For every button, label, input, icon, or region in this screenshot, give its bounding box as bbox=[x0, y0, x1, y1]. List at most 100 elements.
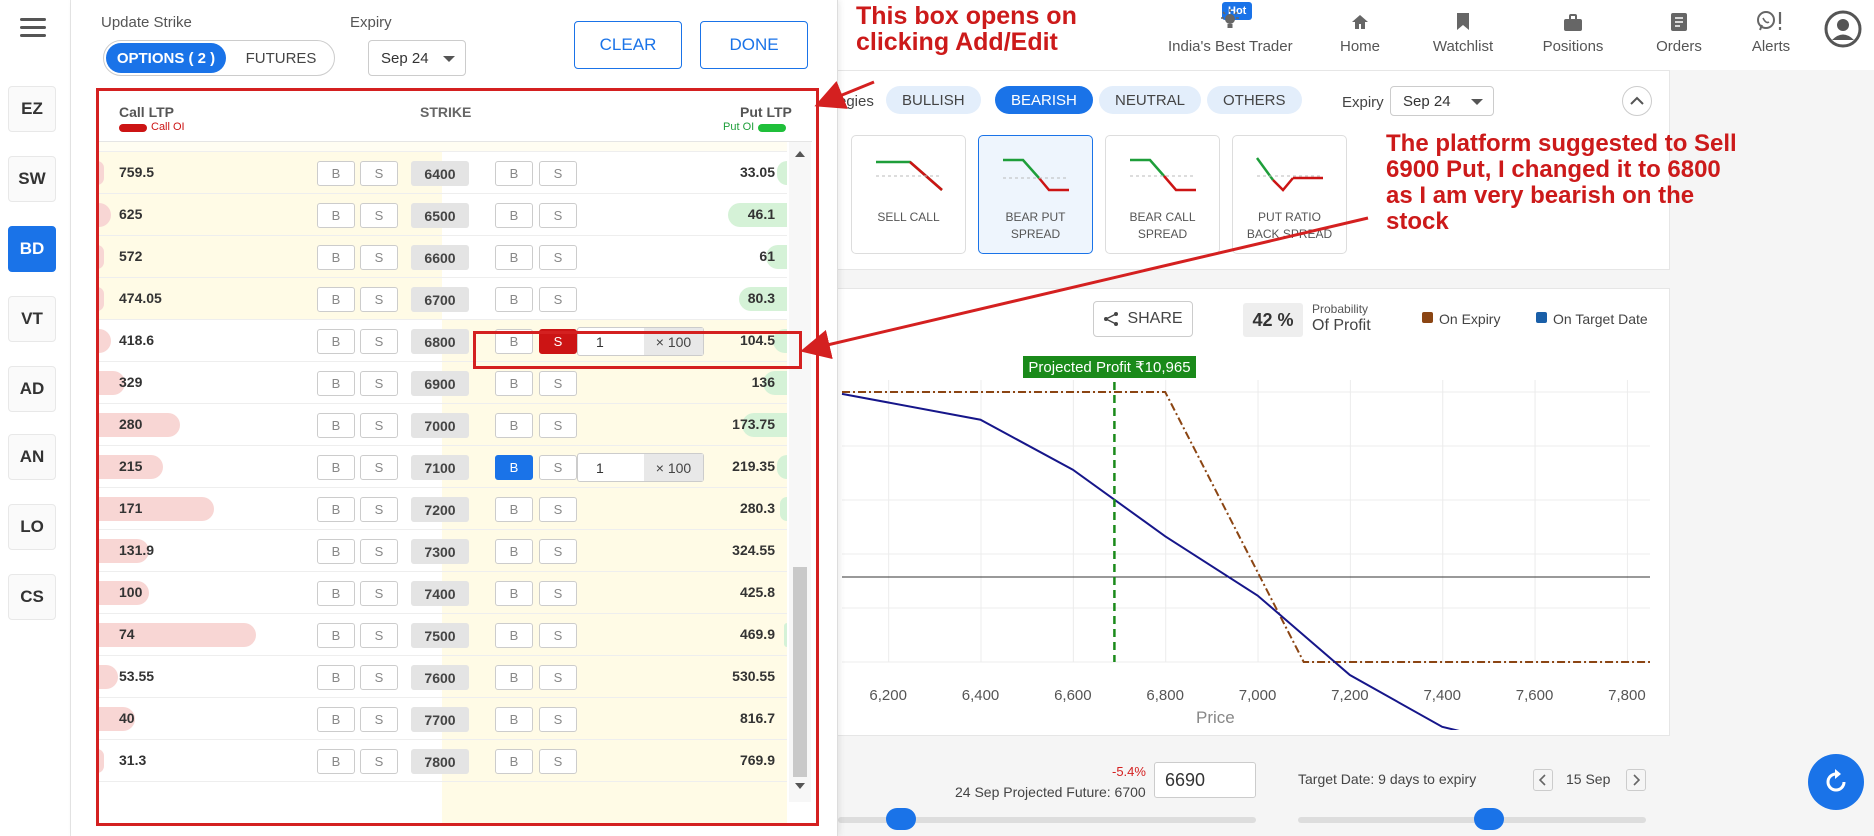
rail-item-ez[interactable]: EZ bbox=[8, 86, 56, 132]
put-buy-button[interactable]: B bbox=[495, 245, 533, 270]
call-buy-button[interactable]: B bbox=[317, 413, 355, 438]
rail-item-vt[interactable]: VT bbox=[8, 296, 56, 342]
chip-bearish[interactable]: BEARISH bbox=[995, 86, 1093, 114]
call-sell-button[interactable]: S bbox=[360, 707, 398, 732]
date-prev-button[interactable] bbox=[1533, 769, 1553, 791]
rail-item-an[interactable]: AN bbox=[8, 434, 56, 480]
put-buy-button[interactable]: B bbox=[495, 161, 533, 186]
date-slider-thumb[interactable] bbox=[1474, 808, 1505, 830]
put-sell-button[interactable]: S bbox=[539, 371, 577, 396]
date-next-button[interactable] bbox=[1626, 769, 1646, 791]
options-tab[interactable]: OPTIONS ( 2 ) bbox=[106, 43, 226, 73]
call-sell-button[interactable]: S bbox=[360, 161, 398, 186]
put-buy-button[interactable]: B bbox=[495, 749, 533, 774]
call-buy-button[interactable]: B bbox=[317, 329, 355, 354]
refresh-button[interactable] bbox=[1808, 754, 1864, 810]
call-sell-button[interactable]: S bbox=[360, 371, 398, 396]
put-buy-button[interactable]: B bbox=[495, 455, 533, 480]
nav-watchlist[interactable]: Watchlist bbox=[1430, 6, 1496, 55]
lot-quantity[interactable]: 1 × 100 bbox=[577, 453, 704, 482]
nav-alerts[interactable]: Alerts bbox=[1746, 6, 1796, 55]
call-sell-button[interactable]: S bbox=[360, 329, 398, 354]
put-sell-button[interactable]: S bbox=[539, 539, 577, 564]
put-sell-button[interactable]: S bbox=[539, 287, 577, 312]
call-sell-button[interactable]: S bbox=[360, 455, 398, 480]
put-sell-button[interactable]: S bbox=[539, 581, 577, 606]
call-buy-button[interactable]: B bbox=[317, 455, 355, 480]
clear-button[interactable]: CLEAR bbox=[574, 21, 682, 69]
call-sell-button[interactable]: S bbox=[360, 245, 398, 270]
table-scrollbar[interactable] bbox=[789, 142, 811, 802]
call-buy-button[interactable]: B bbox=[317, 623, 355, 648]
strategy-card-bear-call-spread[interactable]: BEAR CALL SPREAD bbox=[1105, 135, 1220, 254]
call-buy-button[interactable]: B bbox=[317, 581, 355, 606]
put-buy-button[interactable]: B bbox=[495, 707, 533, 732]
put-sell-button[interactable]: S bbox=[539, 413, 577, 438]
put-buy-button[interactable]: B bbox=[495, 203, 533, 228]
profile-icon[interactable] bbox=[1824, 10, 1862, 53]
put-buy-button[interactable]: B bbox=[495, 371, 533, 396]
put-sell-button[interactable]: S bbox=[539, 161, 577, 186]
rail-item-lo[interactable]: LO bbox=[8, 504, 56, 550]
nav-orders[interactable]: Orders bbox=[1654, 6, 1704, 55]
put-buy-button[interactable]: B bbox=[495, 413, 533, 438]
rail-item-bd[interactable]: BD bbox=[8, 226, 56, 272]
qty-value[interactable]: 1 bbox=[596, 333, 604, 350]
rail-item-cs[interactable]: CS bbox=[8, 574, 56, 620]
strategy-card-sell-call[interactable]: SELL CALL bbox=[851, 135, 966, 254]
put-sell-button[interactable]: S bbox=[539, 203, 577, 228]
call-buy-button[interactable]: B bbox=[317, 287, 355, 312]
put-buy-button[interactable]: B bbox=[495, 497, 533, 522]
chip-bullish[interactable]: BULLISH bbox=[886, 86, 981, 114]
chip-others[interactable]: OTHERS bbox=[1207, 86, 1302, 114]
call-sell-button[interactable]: S bbox=[360, 665, 398, 690]
put-sell-button[interactable]: S bbox=[539, 707, 577, 732]
put-sell-button[interactable]: S bbox=[539, 749, 577, 774]
qty-value[interactable]: 1 bbox=[596, 459, 604, 476]
put-buy-button[interactable]: B bbox=[495, 623, 533, 648]
call-buy-button[interactable]: B bbox=[317, 497, 355, 522]
strategy-card-bear-put-spread[interactable]: BEAR PUT SPREAD bbox=[978, 135, 1093, 254]
share-button[interactable]: SHARE bbox=[1093, 301, 1193, 337]
put-sell-button[interactable]: S bbox=[539, 455, 577, 480]
put-sell-button[interactable]: S bbox=[539, 623, 577, 648]
call-buy-button[interactable]: B bbox=[317, 707, 355, 732]
call-sell-button[interactable]: S bbox=[360, 497, 398, 522]
call-sell-button[interactable]: S bbox=[360, 581, 398, 606]
put-buy-button[interactable]: B bbox=[495, 539, 533, 564]
futures-tab[interactable]: FUTURES bbox=[245, 49, 317, 67]
call-buy-button[interactable]: B bbox=[317, 203, 355, 228]
call-sell-button[interactable]: S bbox=[360, 539, 398, 564]
call-sell-button[interactable]: S bbox=[360, 413, 398, 438]
future-slider-track[interactable] bbox=[838, 817, 1256, 823]
put-buy-button[interactable]: B bbox=[495, 287, 533, 312]
call-buy-button[interactable]: B bbox=[317, 749, 355, 774]
put-sell-button[interactable]: S bbox=[539, 245, 577, 270]
chip-neutral[interactable]: NEUTRAL bbox=[1099, 86, 1202, 114]
future-slider-thumb[interactable] bbox=[885, 808, 916, 830]
call-sell-button[interactable]: S bbox=[360, 623, 398, 648]
nav-home[interactable]: Home bbox=[1330, 6, 1390, 55]
rail-item-sw[interactable]: SW bbox=[8, 156, 56, 202]
menu-icon[interactable] bbox=[20, 18, 46, 40]
call-sell-button[interactable]: S bbox=[360, 287, 398, 312]
call-buy-button[interactable]: B bbox=[317, 539, 355, 564]
call-buy-button[interactable]: B bbox=[317, 245, 355, 270]
put-sell-button[interactable]: S bbox=[539, 497, 577, 522]
call-buy-button[interactable]: B bbox=[317, 161, 355, 186]
done-button[interactable]: DONE bbox=[700, 21, 808, 69]
put-buy-button[interactable]: B bbox=[495, 581, 533, 606]
call-sell-button[interactable]: S bbox=[360, 749, 398, 774]
collapse-button[interactable] bbox=[1622, 86, 1652, 116]
call-buy-button[interactable]: B bbox=[317, 371, 355, 396]
scrollbar-thumb[interactable] bbox=[793, 567, 807, 777]
nav-positions[interactable]: Positions bbox=[1540, 6, 1606, 55]
rail-item-ad[interactable]: AD bbox=[8, 366, 56, 412]
put-sell-button[interactable]: S bbox=[539, 665, 577, 690]
nav-indias-best-trader[interactable]: India's Best Trader bbox=[1168, 6, 1293, 55]
dialog-expiry-select[interactable]: Sep 24 bbox=[368, 40, 466, 76]
call-sell-button[interactable]: S bbox=[360, 203, 398, 228]
strategy-expiry-select[interactable]: Sep 24 bbox=[1390, 86, 1494, 116]
call-buy-button[interactable]: B bbox=[317, 665, 355, 690]
date-slider-track[interactable] bbox=[1298, 817, 1646, 823]
